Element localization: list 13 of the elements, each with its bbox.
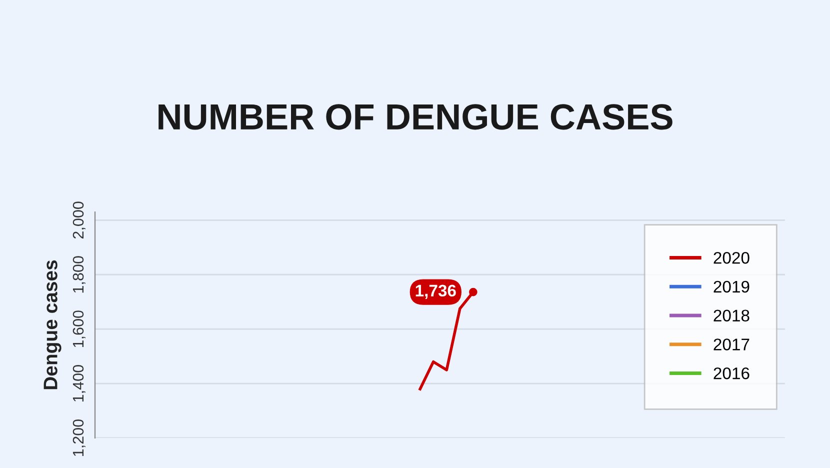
y-tick-label: 1,200	[72, 419, 86, 456]
legend-label: 2016	[714, 367, 750, 380]
y-tick-label: 2,000	[72, 202, 86, 239]
legend-label: 2018	[714, 310, 750, 322]
y-tick-label: 1,600	[72, 310, 86, 348]
y-axis-title: Dengue cases	[44, 260, 62, 390]
y-tick-label: 1,800	[72, 256, 86, 293]
chart-title: NUMBER OF DENGUE CASES	[158, 104, 672, 130]
data-label: 1,736	[416, 284, 456, 299]
legend-label: 2020	[714, 252, 750, 264]
legend-label: 2017	[714, 338, 750, 350]
legend-label: 2019	[714, 280, 750, 293]
y-tick-label: 1,400	[72, 365, 86, 402]
